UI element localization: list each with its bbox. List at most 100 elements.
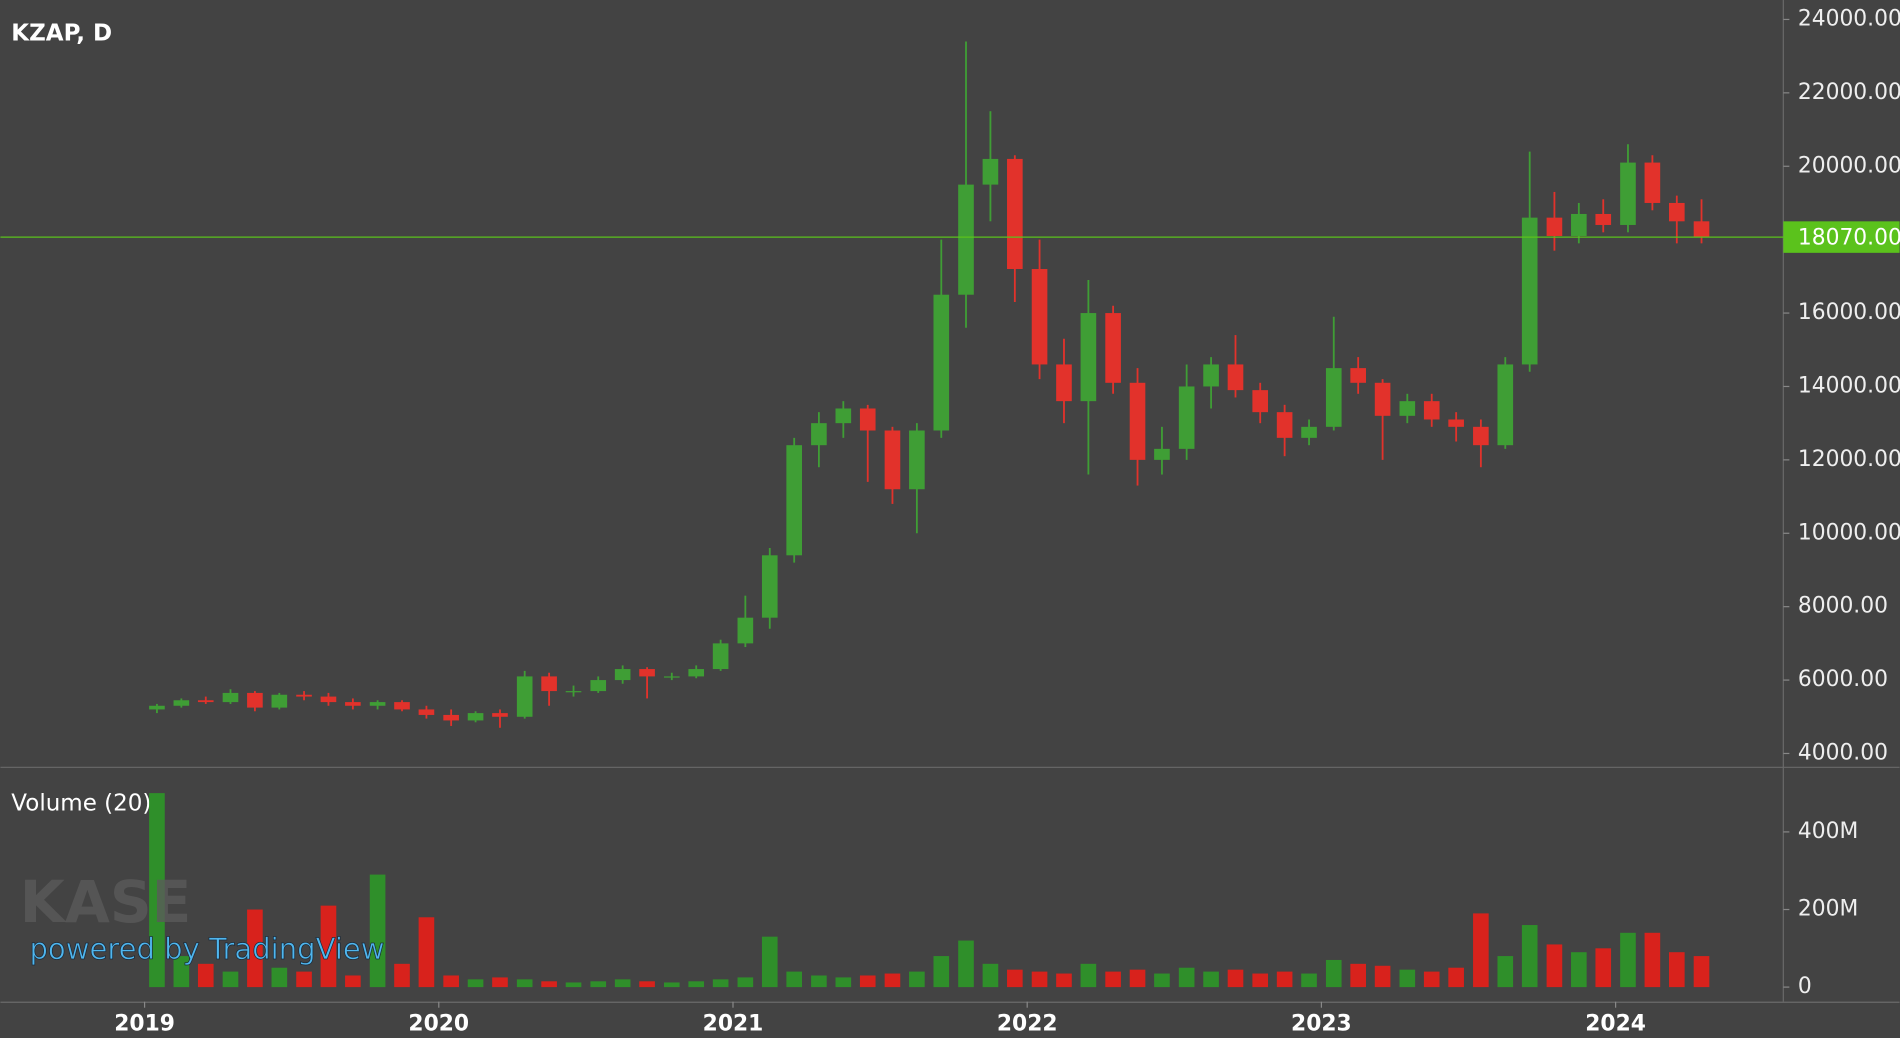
volume-bar <box>1129 969 1146 988</box>
volume-bar <box>590 981 607 988</box>
candle-body <box>1154 448 1170 460</box>
y-tick-label: 16000.00 <box>1798 300 1900 325</box>
candle-body <box>1644 162 1661 203</box>
candle-body <box>958 184 974 295</box>
candle-body <box>1668 202 1685 222</box>
candle-body <box>811 423 827 446</box>
y-tick-label: 200M <box>1798 897 1858 922</box>
volume-bar <box>688 981 705 988</box>
volume-bar <box>1276 971 1293 988</box>
candle-body <box>345 702 361 706</box>
volume-bar <box>1497 956 1514 988</box>
candle-body <box>443 714 459 721</box>
candle-body <box>1056 364 1072 402</box>
candle-body <box>1423 401 1440 420</box>
volume-bar <box>320 905 337 988</box>
volume-bar <box>296 971 312 988</box>
volume-bar <box>982 963 999 988</box>
volume-bar <box>516 979 533 988</box>
candle-body <box>173 700 190 706</box>
candle-body <box>1252 390 1269 413</box>
candle-body <box>859 408 876 431</box>
volume-bar <box>1644 932 1661 988</box>
candle-body <box>1595 213 1612 225</box>
candle-body <box>1693 221 1710 238</box>
candle-body <box>149 705 165 710</box>
volume-bar <box>1007 969 1023 988</box>
candle-body <box>1374 382 1391 416</box>
volume-bar <box>1620 932 1636 988</box>
volume-bar <box>1080 963 1097 988</box>
y-tick-label: 12000.00 <box>1798 447 1900 472</box>
volume-bar <box>1668 952 1685 988</box>
y-tick-label: 22000.00 <box>1798 80 1900 105</box>
candle-body <box>565 691 582 693</box>
volume-bar <box>933 956 950 988</box>
last-price-label: 18070.00 <box>1798 225 1900 250</box>
volume-bar <box>712 979 729 988</box>
volume-bar <box>835 977 852 988</box>
volume-bar <box>1325 959 1342 988</box>
candle-body <box>614 669 631 681</box>
y-tick-label: 8000.00 <box>1798 594 1888 619</box>
candle-body <box>1571 213 1587 236</box>
volume-bar <box>1473 913 1489 988</box>
volume-bar <box>786 971 802 988</box>
candle-body <box>271 694 288 708</box>
volume-bar <box>1595 948 1612 988</box>
candle-body <box>247 692 263 708</box>
candle-body <box>296 694 312 697</box>
volume-bar <box>369 874 386 988</box>
candle-body <box>467 713 484 721</box>
volume-bar <box>639 981 655 988</box>
y-tick-label: 400M <box>1798 819 1858 844</box>
watermark-logo: KASE <box>20 868 192 936</box>
y-tick-label: 0 <box>1798 974 1812 999</box>
volume-bar <box>1031 971 1048 988</box>
candle-body <box>737 617 754 644</box>
x-tick-label: 2019 <box>114 1012 175 1037</box>
volume-bar <box>1252 973 1269 988</box>
candle-body <box>541 676 557 692</box>
volume-bar <box>614 979 631 988</box>
candle-body <box>1325 368 1342 427</box>
volume-bar <box>737 977 754 988</box>
volume-bar <box>663 982 680 988</box>
candle-body <box>1399 401 1416 416</box>
volume-bar <box>1571 952 1587 988</box>
candle-body <box>1301 426 1317 438</box>
candle-body <box>761 555 778 618</box>
chart-title: KZAP, D <box>11 20 112 46</box>
volume-bar <box>247 909 263 988</box>
candle-body <box>197 700 214 703</box>
candle-body <box>320 696 337 703</box>
candle-body <box>590 680 607 692</box>
y-tick-label: 4000.00 <box>1798 740 1888 765</box>
volume-bar <box>1448 967 1464 988</box>
candle-body <box>418 709 435 715</box>
candle-body <box>1080 313 1097 402</box>
volume-bar <box>811 975 827 988</box>
candle-body <box>1178 386 1195 449</box>
candle-body <box>1105 313 1121 383</box>
y-tick-label: 20000.00 <box>1798 153 1900 178</box>
volume-bar <box>394 963 410 988</box>
volume-bar <box>884 973 901 988</box>
volume-bar <box>1399 969 1416 988</box>
volume-bar <box>443 975 459 988</box>
volume-bar <box>1154 973 1170 988</box>
candle-body <box>1620 162 1636 225</box>
volume-bar <box>197 963 214 988</box>
candle-body <box>1227 364 1244 391</box>
x-tick-label: 2020 <box>408 1012 469 1037</box>
volume-bar <box>1546 944 1563 988</box>
x-tick-label: 2024 <box>1585 1012 1646 1037</box>
candle-body <box>1129 382 1146 460</box>
volume-bar <box>909 971 925 988</box>
y-tick-label: 6000.00 <box>1798 667 1888 692</box>
volume-bar <box>1105 971 1121 988</box>
volume-bar <box>1521 925 1538 988</box>
candle-body <box>1031 269 1048 365</box>
